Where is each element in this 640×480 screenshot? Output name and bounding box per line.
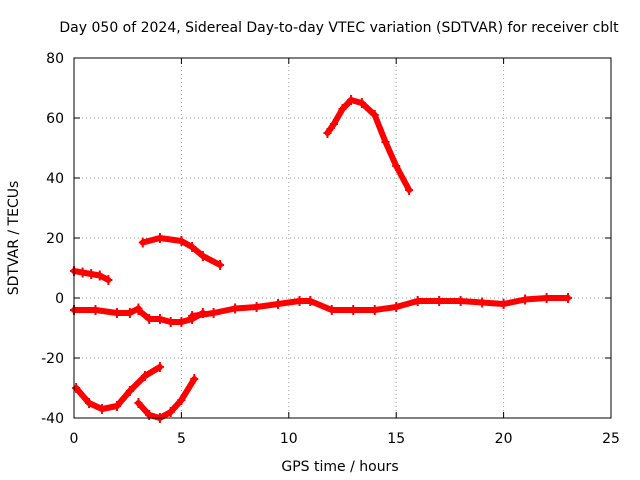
data-point [140,371,149,381]
x-tick-label: 20 [495,431,513,447]
data-point [112,308,121,318]
data-point [155,233,164,243]
data-point [209,308,218,318]
data-point [138,237,147,248]
data-point [381,137,390,147]
data-point [177,236,186,246]
data-point [112,401,121,411]
data-point [91,305,100,315]
data-point [166,317,175,327]
data-point [274,299,283,309]
data-point [145,314,154,324]
data-point [198,251,207,261]
data-point [87,269,96,279]
data-point [188,242,197,252]
data-point [347,95,356,105]
x-tick-label: 15 [387,431,405,447]
data-point [190,374,199,384]
data-point [78,267,87,278]
axis-ticks: 0 5 10 15 20 25 -40 -20 0 20 40 60 80 [41,51,620,447]
x-tick-label: 25 [602,431,620,447]
y-tick-label: -40 [41,411,64,427]
data-point [72,383,81,393]
data-point [306,296,315,306]
data-point [329,119,338,129]
y-tick-label: 60 [46,111,64,127]
x-tick-label: 5 [177,431,186,447]
data-point [370,110,379,120]
data-point [188,311,197,321]
data-point [478,297,487,308]
data-point [166,407,175,417]
data-point [104,275,113,285]
y-tick-label: -20 [41,351,64,367]
data-point [413,296,422,306]
data-point [155,314,164,324]
data-point [177,317,186,327]
data-point [134,305,143,315]
y-tick-label: 0 [55,291,64,307]
data-point [134,398,143,408]
data-point [327,305,336,315]
data-point [542,293,551,303]
y-tick-label: 80 [46,51,64,67]
x-tick-label: 10 [280,431,298,447]
x-tick-label: 0 [70,431,79,447]
x-axis-label: GPS time / hours [281,459,398,475]
data-point [435,296,444,306]
data-point [521,294,530,305]
data-point [125,308,134,318]
data-point [405,185,414,195]
data-point [155,362,164,372]
data-point [392,161,401,171]
data-point [349,305,358,315]
y-tick-label: 20 [46,231,64,247]
data-point [95,270,104,281]
data-point [357,98,366,108]
data-point [370,305,379,315]
data-point [252,302,261,312]
data-point [97,404,106,414]
chart-title: Day 050 of 2024, Sidereal Day-to-day VTE… [59,20,619,36]
data-point [392,302,401,312]
data-point [323,128,332,138]
data-point [338,104,347,114]
data-point [125,386,134,396]
data-point [85,398,94,408]
data-point [499,299,508,309]
data-point [564,293,573,303]
series-line-arc-g [135,376,198,421]
y-tick-label: 40 [46,171,64,187]
grid-lines [74,58,611,418]
data-point [456,296,465,306]
data-point [216,260,225,270]
data-point [231,303,240,314]
y-axis-label: SDTVAR / TECUs [6,181,22,296]
data-point [295,296,304,306]
data-point [177,395,186,405]
